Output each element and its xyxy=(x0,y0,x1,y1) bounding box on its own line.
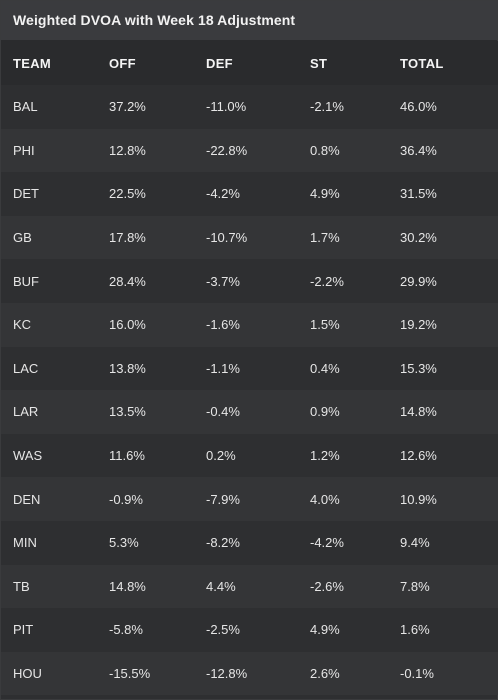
cell-st: 0.9% xyxy=(298,390,388,434)
table-header-row: TEAM OFF DEF ST TOTAL xyxy=(1,41,498,85)
cell-off: -5.8% xyxy=(97,608,194,652)
cell-team: HOU xyxy=(1,651,97,696)
cell-team: PHI xyxy=(1,128,97,173)
cell-st: -4.2% xyxy=(298,520,388,565)
table-row: BUF 28.4% -3.7% -2.2% 29.9% xyxy=(1,259,498,303)
cell-st: -2.1% xyxy=(298,85,388,129)
cell-team: LAC xyxy=(1,346,97,391)
table-row: PIT -5.8% -2.5% 4.9% 1.6% xyxy=(1,608,498,652)
table-row: HOU -15.5% -12.8% 2.6% -0.1% xyxy=(1,651,498,696)
card-title: Weighted DVOA with Week 18 Adjustment xyxy=(1,1,497,41)
cell-def: -4.2% xyxy=(194,172,298,216)
cell-total: 1.6% xyxy=(388,608,498,652)
table-row: MIN 5.3% -8.2% -4.2% 9.4% xyxy=(1,520,498,565)
cell-total: 29.9% xyxy=(388,259,498,303)
cell-st: 4.9% xyxy=(298,608,388,652)
cell-off: 28.4% xyxy=(97,259,194,303)
cell-st: 1.2% xyxy=(298,433,388,478)
cell-total: 9.4% xyxy=(388,520,498,565)
cell-total: 12.6% xyxy=(388,433,498,478)
table-row: DEN -0.9% -7.9% 4.0% 10.9% xyxy=(1,477,498,521)
cell-def: -2.5% xyxy=(194,608,298,652)
table-row: WAS 11.6% 0.2% 1.2% 12.6% xyxy=(1,433,498,478)
cell-team: DET xyxy=(1,172,97,216)
table-row: LAR 13.5% -0.4% 0.9% 14.8% xyxy=(1,390,498,434)
cell-def: -11.0% xyxy=(194,85,298,129)
cell-st: -2.2% xyxy=(298,259,388,303)
cell-def: -1.6% xyxy=(194,302,298,347)
cell-total: 36.4% xyxy=(388,128,498,173)
table-row: GB 17.8% -10.7% 1.7% 30.2% xyxy=(1,215,498,260)
cell-team: MIN xyxy=(1,520,97,565)
table-row: KC 16.0% -1.6% 1.5% 19.2% xyxy=(1,302,498,347)
cell-off: 14.8% xyxy=(97,564,194,609)
cell-st: 4.0% xyxy=(298,477,388,521)
cell-total: 7.8% xyxy=(388,564,498,609)
cell-total: 19.2% xyxy=(388,302,498,347)
cell-st: 1.5% xyxy=(298,302,388,347)
dvoa-table: TEAM OFF DEF ST TOTAL BAL 37.2% -11.0% -… xyxy=(1,41,498,696)
cell-total: 30.2% xyxy=(388,215,498,260)
table-row: PHI 12.8% -22.8% 0.8% 36.4% xyxy=(1,128,498,173)
cell-off: 37.2% xyxy=(97,85,194,129)
cell-off: 5.3% xyxy=(97,520,194,565)
table-row: TB 14.8% 4.4% -2.6% 7.8% xyxy=(1,564,498,609)
cell-def: -8.2% xyxy=(194,520,298,565)
cell-st: 1.7% xyxy=(298,215,388,260)
cell-team: BUF xyxy=(1,259,97,303)
cell-team: GB xyxy=(1,215,97,260)
cell-total: 31.5% xyxy=(388,172,498,216)
cell-def: -3.7% xyxy=(194,259,298,303)
cell-def: 0.2% xyxy=(194,433,298,478)
table-row: DET 22.5% -4.2% 4.9% 31.5% xyxy=(1,172,498,216)
cell-st: 0.4% xyxy=(298,346,388,391)
cell-total: 15.3% xyxy=(388,346,498,391)
cell-total: 46.0% xyxy=(388,85,498,129)
cell-off: 17.8% xyxy=(97,215,194,260)
column-header-team: TEAM xyxy=(1,41,97,85)
cell-off: 13.8% xyxy=(97,346,194,391)
cell-total: 14.8% xyxy=(388,390,498,434)
cell-off: -0.9% xyxy=(97,477,194,521)
cell-st: -2.6% xyxy=(298,564,388,609)
cell-def: -12.8% xyxy=(194,651,298,696)
cell-def: -10.7% xyxy=(194,215,298,260)
cell-team: KC xyxy=(1,302,97,347)
cell-off: 22.5% xyxy=(97,172,194,216)
cell-st: 0.8% xyxy=(298,128,388,173)
cell-team: WAS xyxy=(1,433,97,478)
column-header-total: TOTAL xyxy=(388,41,498,85)
cell-def: -7.9% xyxy=(194,477,298,521)
cell-team: BAL xyxy=(1,85,97,129)
cell-off: -15.5% xyxy=(97,651,194,696)
column-header-st: ST xyxy=(298,41,388,85)
cell-off: 13.5% xyxy=(97,390,194,434)
table-row: BAL 37.2% -11.0% -2.1% 46.0% xyxy=(1,85,498,129)
cell-st: 4.9% xyxy=(298,172,388,216)
cell-off: 11.6% xyxy=(97,433,194,478)
cell-total: -0.1% xyxy=(388,651,498,696)
cell-off: 16.0% xyxy=(97,302,194,347)
cell-team: TB xyxy=(1,564,97,609)
column-header-off: OFF xyxy=(97,41,194,85)
cell-def: 4.4% xyxy=(194,564,298,609)
cell-team: PIT xyxy=(1,608,97,652)
cell-team: DEN xyxy=(1,477,97,521)
cell-def: -22.8% xyxy=(194,128,298,173)
cell-st: 2.6% xyxy=(298,651,388,696)
cell-def: -0.4% xyxy=(194,390,298,434)
cell-off: 12.8% xyxy=(97,128,194,173)
cell-def: -1.1% xyxy=(194,346,298,391)
cell-team: LAR xyxy=(1,390,97,434)
table-row: LAC 13.8% -1.1% 0.4% 15.3% xyxy=(1,346,498,391)
column-header-def: DEF xyxy=(194,41,298,85)
cell-total: 10.9% xyxy=(388,477,498,521)
